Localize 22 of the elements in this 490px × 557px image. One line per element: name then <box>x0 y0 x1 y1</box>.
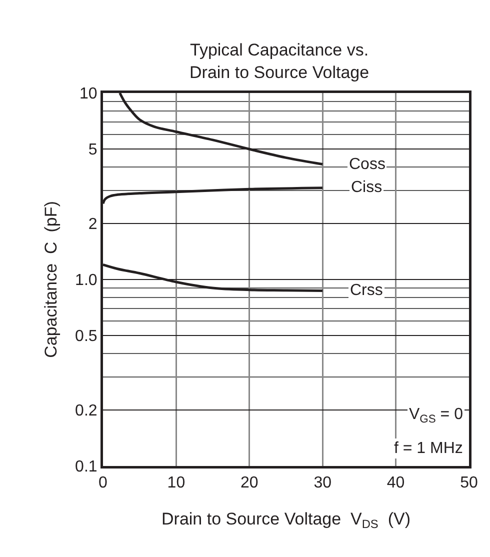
y-tick-label: 0.1 <box>75 458 98 476</box>
annotation: V$_{GS}$ = 0 <box>409 406 464 426</box>
line-series <box>103 186 324 205</box>
x-tick-label: 50 <box>460 474 478 492</box>
x-tick-label: 30 <box>314 474 332 492</box>
y-tick-label: 0.5 <box>75 328 98 346</box>
x-tick-label: 40 <box>386 474 405 492</box>
y-tick-label: 2 <box>88 216 98 233</box>
x-axis-title: Drain to Source Voltage V$_{DS}$ (V) <box>162 509 410 531</box>
x-tick-label: 0 <box>98 474 108 492</box>
x-tick-label: 10 <box>167 474 186 492</box>
series-label: Coss <box>349 156 386 173</box>
chart-title: Typical Capacitance vs. Drain to Source Voltage <box>190 40 370 82</box>
y-tick-label: 0.2 <box>75 402 98 420</box>
series-label: Ciss <box>351 179 382 196</box>
y-tick-label: 1.0 <box>75 272 98 290</box>
annotation: f = 1 MHz <box>394 440 463 457</box>
x-tick-label: 20 <box>240 474 258 492</box>
y-tick-label: 5 <box>88 142 98 159</box>
y-tick-label: 10 <box>80 86 98 103</box>
series-label: Crss <box>350 282 383 299</box>
y-axis-title: Capacitance C (pF) <box>41 201 60 358</box>
